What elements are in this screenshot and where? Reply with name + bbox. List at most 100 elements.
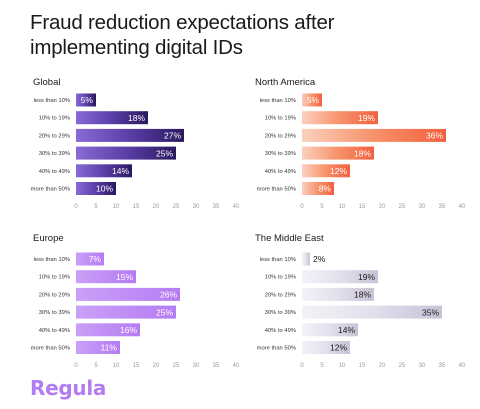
- x-tick-label: 40: [233, 204, 240, 210]
- data-label: 18%: [128, 113, 145, 123]
- data-label: 25%: [156, 307, 173, 317]
- bar: [302, 164, 350, 178]
- category-label: 20% to 29%: [265, 292, 296, 298]
- bar: [76, 305, 176, 319]
- data-label: 7%: [89, 254, 102, 264]
- data-label: 18%: [354, 148, 371, 158]
- bar: [302, 341, 350, 354]
- chart-panel-global: Global 0 5 10 15 20 25 30 35 40 less than 10% 5% 10%…: [31, 77, 240, 210]
- data-label: 18%: [354, 290, 371, 300]
- bar: [76, 252, 104, 266]
- data-label: 11%: [101, 343, 118, 353]
- data-label: 27%: [164, 131, 181, 141]
- bar: [302, 93, 322, 107]
- x-tick-label: 15: [359, 363, 366, 369]
- category-label: 40% to 49%: [265, 328, 296, 334]
- x-tick-label: 15: [359, 204, 366, 210]
- x-tick-label: 10: [113, 363, 120, 369]
- category-label: 30% to 39%: [39, 151, 70, 157]
- bar: [302, 128, 446, 142]
- category-label: 20% to 29%: [39, 292, 70, 298]
- x-tick-label: 35: [439, 204, 446, 210]
- category-label: more than 50%: [257, 346, 296, 352]
- category-label: 10% to 19%: [265, 116, 296, 122]
- chart-title: Europe: [33, 233, 64, 244]
- category-label: less than 10%: [34, 98, 70, 104]
- category-label: more than 50%: [31, 187, 70, 193]
- bar: [76, 182, 116, 195]
- x-tick-label: 35: [213, 363, 220, 369]
- category-label: 10% to 19%: [265, 275, 296, 281]
- category-label: 30% to 39%: [265, 310, 296, 316]
- bar: [302, 270, 378, 284]
- title-line-1: Fraud reduction expectations after: [30, 11, 335, 34]
- x-tick-label: 25: [173, 363, 180, 369]
- x-tick-label: 0: [74, 204, 78, 210]
- x-tick-label: 0: [300, 363, 304, 369]
- category-label: more than 50%: [31, 346, 70, 352]
- category-label: 20% to 29%: [265, 133, 296, 139]
- category-label: 10% to 19%: [39, 275, 70, 281]
- bar: [302, 182, 334, 195]
- x-tick-label: 35: [213, 204, 220, 210]
- data-label: 12%: [330, 166, 347, 176]
- data-label: 25%: [156, 148, 173, 158]
- x-tick-label: 10: [339, 204, 346, 210]
- x-tick-label: 20: [153, 204, 160, 210]
- x-tick-label: 20: [379, 363, 386, 369]
- bar: [76, 323, 140, 337]
- data-label: 26%: [160, 290, 177, 300]
- x-tick-label: 5: [320, 204, 324, 210]
- category-label: less than 10%: [34, 257, 70, 263]
- category-label: 40% to 49%: [39, 328, 70, 334]
- x-tick-label: 0: [300, 204, 304, 210]
- bar: [76, 146, 176, 160]
- category-label: 20% to 29%: [39, 133, 70, 139]
- x-tick-label: 10: [339, 363, 346, 369]
- x-tick-label: 40: [459, 204, 466, 210]
- bar: [76, 270, 136, 284]
- chart-title: The Middle East: [255, 233, 324, 244]
- category-label: more than 50%: [257, 187, 296, 193]
- bar: [76, 287, 180, 301]
- x-tick-label: 25: [399, 204, 406, 210]
- x-tick-label: 20: [153, 363, 160, 369]
- category-label: less than 10%: [260, 98, 296, 104]
- x-tick-label: 5: [94, 363, 98, 369]
- data-label: 10%: [96, 184, 113, 194]
- data-label: 19%: [358, 272, 375, 282]
- bar: [76, 341, 120, 354]
- title-line-2: implementing digital IDs: [30, 36, 243, 59]
- bar: [76, 164, 132, 178]
- data-label: 14%: [338, 325, 355, 335]
- bar: [302, 305, 442, 319]
- data-label: 36%: [426, 131, 443, 141]
- data-label: 35%: [422, 307, 439, 317]
- regula-logo: Regula: [30, 376, 107, 400]
- x-tick-label: 30: [193, 204, 200, 210]
- x-tick-label: 30: [419, 363, 426, 369]
- category-label: 40% to 49%: [265, 169, 296, 175]
- bar: [302, 252, 310, 266]
- chart-panel-europe: Europe 0 5 10 15 20 25 30 35 40 less than 10% 7% 10%…: [31, 233, 240, 369]
- x-tick-label: 15: [133, 204, 140, 210]
- x-tick-label: 30: [419, 204, 426, 210]
- x-tick-label: 35: [439, 363, 446, 369]
- x-tick-label: 10: [113, 204, 120, 210]
- chart-title: Global: [33, 77, 60, 88]
- data-label: 19%: [358, 113, 375, 123]
- data-label: 15%: [116, 272, 133, 282]
- bar: [302, 111, 378, 125]
- page-title: Fraud reduction expectations after imple…: [30, 10, 334, 60]
- x-tick-label: 20: [379, 204, 386, 210]
- category-label: 30% to 39%: [39, 310, 70, 316]
- x-tick-label: 40: [459, 363, 466, 369]
- bar: [76, 111, 148, 125]
- bar: [76, 93, 96, 107]
- data-label: 8%: [319, 184, 332, 194]
- category-label: 40% to 49%: [39, 169, 70, 175]
- data-label: 12%: [330, 343, 347, 353]
- bar: [76, 128, 184, 142]
- data-label: 5%: [81, 95, 94, 105]
